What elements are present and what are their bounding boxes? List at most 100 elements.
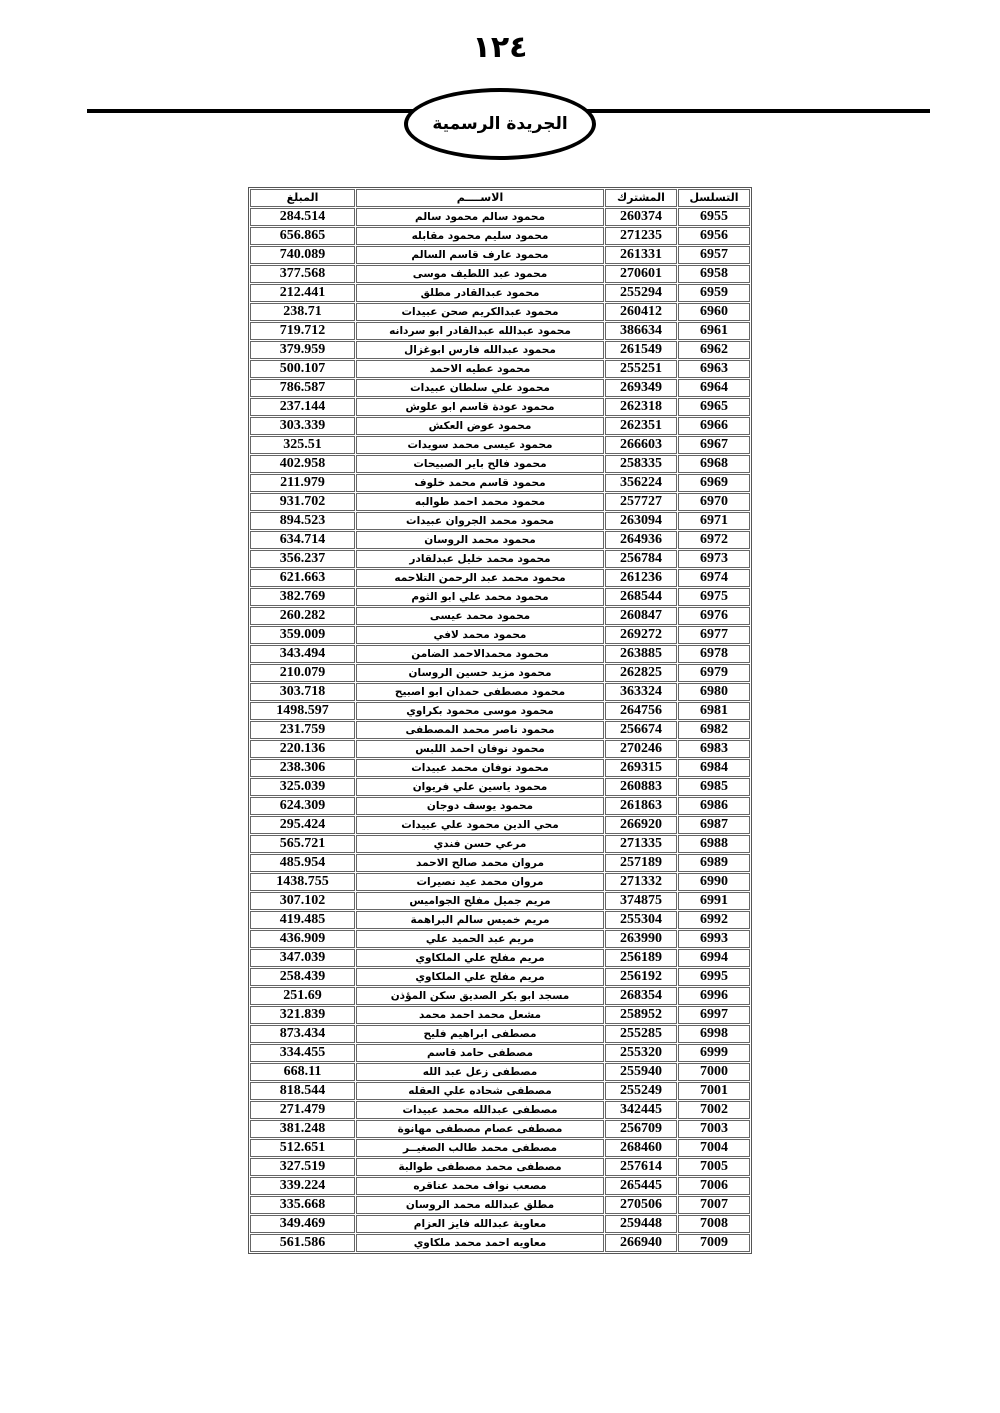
table-row: 6986 261863 محمود يوسف دوجان 624.309 xyxy=(250,797,750,815)
serial-cell: 6971 xyxy=(678,512,750,530)
amount-cell: 621.663 xyxy=(250,569,355,587)
name-cell: محمود محمد خليل عبدلقادر xyxy=(356,550,604,568)
name-cell: محي الدين محمود علي عبيدات xyxy=(356,816,604,834)
serial-cell: 6985 xyxy=(678,778,750,796)
name-cell: مطلق عبدالله محمد الروسان xyxy=(356,1196,604,1214)
subscriber-cell: 262825 xyxy=(605,664,677,682)
name-cell: محمود سليم محمود مقابله xyxy=(356,227,604,245)
amount-cell: 231.759 xyxy=(250,721,355,739)
subscriber-cell: 262351 xyxy=(605,417,677,435)
subscriber-cell: 269315 xyxy=(605,759,677,777)
subscriber-cell: 260412 xyxy=(605,303,677,321)
serial-cell: 6973 xyxy=(678,550,750,568)
amount-cell: 321.839 xyxy=(250,1006,355,1024)
name-cell: محمود مزيد حسين الروسان xyxy=(356,664,604,682)
column-header-amount: المبلغ xyxy=(250,189,355,207)
subscriber-cell: 260883 xyxy=(605,778,677,796)
serial-cell: 6988 xyxy=(678,835,750,853)
table-row: 7001 255249 مصطفى شحاده علي العقله 818.544 xyxy=(250,1082,750,1100)
amount-cell: 931.702 xyxy=(250,493,355,511)
serial-cell: 6968 xyxy=(678,455,750,473)
amount-cell: 220.136 xyxy=(250,740,355,758)
name-cell: محمود عبدالكريم صحن عبيدات xyxy=(356,303,604,321)
column-header-name: الاســــم xyxy=(356,189,604,207)
amount-cell: 237.144 xyxy=(250,398,355,416)
table-row: 7007 270506 مطلق عبدالله محمد الروسان 335.6… xyxy=(250,1196,750,1214)
column-header-subscriber: المشترك xyxy=(605,189,677,207)
name-cell: محمود محمد عيسى xyxy=(356,607,604,625)
table-row: 6961 386634 محمود عبدالله عبدالقادر ابو سر… xyxy=(250,322,750,340)
subscriber-cell: 256709 xyxy=(605,1120,677,1138)
subscriber-cell: 268460 xyxy=(605,1139,677,1157)
table-row: 6972 264936 محمود محمد الروسان 634.714 xyxy=(250,531,750,549)
serial-cell: 6956 xyxy=(678,227,750,245)
serial-cell: 6983 xyxy=(678,740,750,758)
table-row: 7002 342445 مصطفى عبدالله محمد عبيدات 271.4… xyxy=(250,1101,750,1119)
serial-cell: 6960 xyxy=(678,303,750,321)
name-cell: محمود محمد علي ابو الثوم xyxy=(356,588,604,606)
table-row: 6997 258952 مشعل محمد احمد محمد 321.839 xyxy=(250,1006,750,1024)
serial-cell: 6963 xyxy=(678,360,750,378)
amount-cell: 303.718 xyxy=(250,683,355,701)
amount-cell: 1438.755 xyxy=(250,873,355,891)
amount-cell: 565.721 xyxy=(250,835,355,853)
subscriber-cell: 256784 xyxy=(605,550,677,568)
name-cell: مريم جميل مفلح الجواميس xyxy=(356,892,604,910)
subscriber-cell: 259448 xyxy=(605,1215,677,1233)
amount-cell: 818.544 xyxy=(250,1082,355,1100)
serial-cell: 6976 xyxy=(678,607,750,625)
amount-cell: 238.306 xyxy=(250,759,355,777)
subscriber-cell: 268354 xyxy=(605,987,677,1005)
serial-cell: 6994 xyxy=(678,949,750,967)
table-row: 6990 271332 مروان محمد عيد نصيرات 1438.755 xyxy=(250,873,750,891)
name-cell: محمود عودة قاسم ابو علوش xyxy=(356,398,604,416)
serial-cell: 6962 xyxy=(678,341,750,359)
serial-cell: 6957 xyxy=(678,246,750,264)
serial-cell: 6989 xyxy=(678,854,750,872)
subscriber-cell: 257614 xyxy=(605,1158,677,1176)
serial-cell: 6980 xyxy=(678,683,750,701)
amount-cell: 624.309 xyxy=(250,797,355,815)
amount-cell: 561.586 xyxy=(250,1234,355,1252)
table-row: 6979 262825 محمود مزيد حسين الروسان 210.079 xyxy=(250,664,750,682)
subscriber-cell: 271235 xyxy=(605,227,677,245)
name-cell: محمود فالح باير الصبيحات xyxy=(356,455,604,473)
name-cell: محمود محمد عبد الرحمن التلاحمه xyxy=(356,569,604,587)
subscriber-cell: 255285 xyxy=(605,1025,677,1043)
name-cell: مصعب نواف محمد عناقره xyxy=(356,1177,604,1195)
table-row: 7006 265445 مصعب نواف محمد عناقره 339.224 xyxy=(250,1177,750,1195)
amount-cell: 334.455 xyxy=(250,1044,355,1062)
subscriber-cell: 266920 xyxy=(605,816,677,834)
amount-cell: 894.523 xyxy=(250,512,355,530)
table-row: 6969 356224 محمود قاسم محمد خلوف 211.979 xyxy=(250,474,750,492)
amount-cell: 500.107 xyxy=(250,360,355,378)
serial-cell: 6970 xyxy=(678,493,750,511)
table-row: 6959 255294 محمود عبدالقادر مطلق 212.441 xyxy=(250,284,750,302)
name-cell: محمود علي سلطان عبيدات xyxy=(356,379,604,397)
serial-cell: 6964 xyxy=(678,379,750,397)
serial-cell: 6981 xyxy=(678,702,750,720)
table-row: 6970 257727 محمود محمد احمد طوالبه 931.702 xyxy=(250,493,750,511)
name-cell: مصطفى زعل عبد الله xyxy=(356,1063,604,1081)
table-row: 6988 271335 مرعي حسن فندي 565.721 xyxy=(250,835,750,853)
table-row: 6996 268354 مسجد ابو بكر الصديق سكن المؤذن… xyxy=(250,987,750,1005)
name-cell: مصطفى حامد قاسم xyxy=(356,1044,604,1062)
subscriber-cell: 264936 xyxy=(605,531,677,549)
name-cell: محمود عبدالله عبدالقادر ابو سردانه xyxy=(356,322,604,340)
subscriber-cell: 386634 xyxy=(605,322,677,340)
amount-cell: 356.237 xyxy=(250,550,355,568)
serial-cell: 6993 xyxy=(678,930,750,948)
table-row: 6998 255285 مصطفى ابراهيم فليح 873.434 xyxy=(250,1025,750,1043)
name-cell: محمود موسى محمود بكراوي xyxy=(356,702,604,720)
amount-cell: 377.568 xyxy=(250,265,355,283)
name-cell: محمود عارف قاسم السالم xyxy=(356,246,604,264)
serial-cell: 6991 xyxy=(678,892,750,910)
name-cell: محمود قاسم محمد خلوف xyxy=(356,474,604,492)
amount-cell: 347.039 xyxy=(250,949,355,967)
table-row: 6971 263094 محمود محمد الجروان عبيدات 894.5… xyxy=(250,512,750,530)
serial-cell: 6987 xyxy=(678,816,750,834)
subscriber-cell: 263094 xyxy=(605,512,677,530)
table-row: 7005 257614 مصطفى محمد مصطفى طوالبة 327.519 xyxy=(250,1158,750,1176)
name-cell: محمود محمد احمد طوالبه xyxy=(356,493,604,511)
subscriber-cell: 266603 xyxy=(605,436,677,454)
